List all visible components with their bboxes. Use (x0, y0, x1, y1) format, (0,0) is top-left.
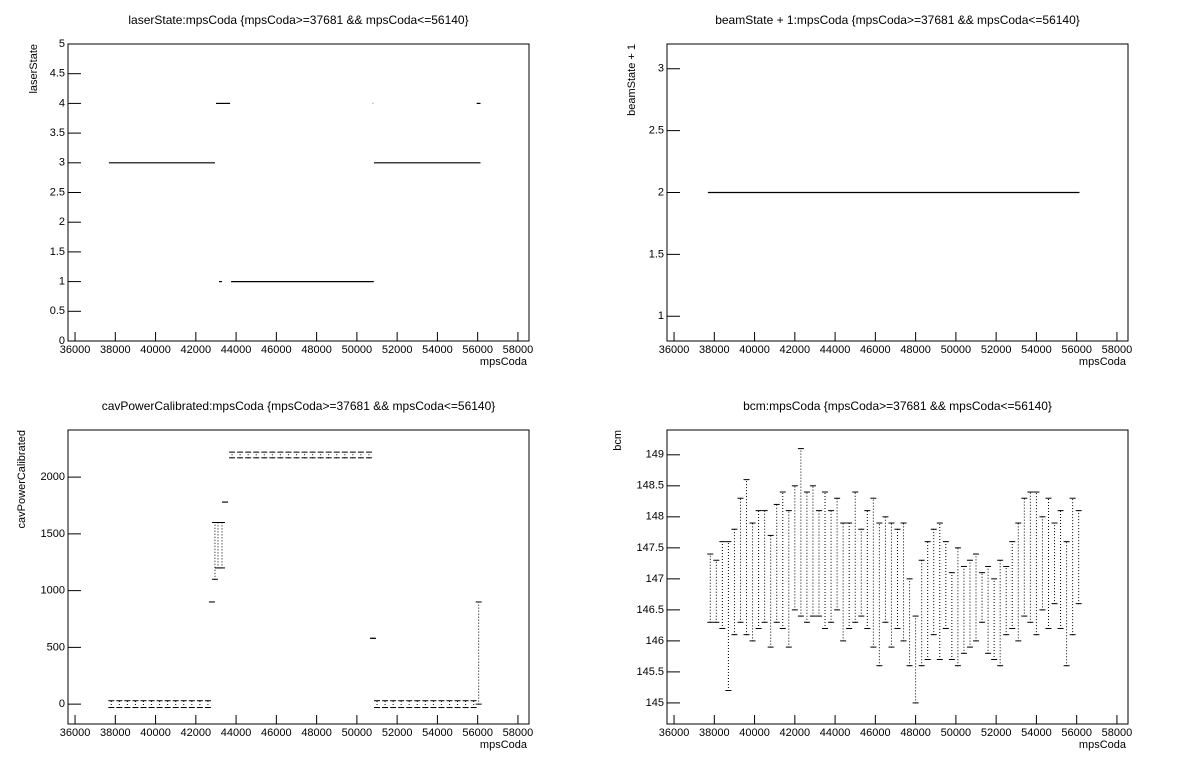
x-tick-label: 40000 (140, 344, 171, 356)
x-tick-label: 44000 (820, 727, 851, 739)
x-tick-label: 52000 (382, 344, 413, 356)
y-tick-label: 147 (646, 573, 664, 585)
y-tick-label: 148 (646, 511, 664, 523)
x-axis-label: mpsCoda (1079, 356, 1127, 368)
x-tick-label: 40000 (739, 727, 770, 739)
x-tick-label: 56000 (462, 344, 493, 356)
y-tick-label: 1.5 (649, 248, 664, 260)
x-tick-label: 48000 (301, 344, 332, 356)
y-axis-label: beamState + 1 (626, 44, 638, 116)
plot-frame (67, 429, 530, 725)
y-tick-label: 148.5 (636, 480, 664, 492)
chart-panel: bcm:mpsCoda {mpsCoda>=37681 && mpsCoda<=… (612, 399, 1132, 751)
x-tick-label: 48000 (900, 727, 931, 739)
y-tick-label: 1 (59, 276, 65, 288)
x-tick-label: 44000 (221, 727, 252, 739)
x-tick-label: 46000 (860, 344, 891, 356)
x-axis-label: mpsCoda (480, 356, 528, 368)
y-axis-label: bcm (612, 430, 624, 451)
chart-title: beamState + 1:mpsCoda {mpsCoda>=37681 &&… (715, 13, 1080, 27)
y-tick-label: 5 (59, 38, 65, 50)
x-tick-label: 52000 (382, 727, 413, 739)
chart-title: laserState:mpsCoda {mpsCoda>=37681 && mp… (128, 13, 468, 27)
y-tick-label: 3.5 (50, 127, 65, 139)
x-axis-label: mpsCoda (1079, 739, 1127, 751)
x-tick-label: 54000 (422, 727, 453, 739)
x-tick-label: 58000 (503, 727, 534, 739)
x-tick-label: 52000 (981, 344, 1012, 356)
x-tick-label: 40000 (739, 344, 770, 356)
x-tick-label: 38000 (100, 344, 131, 356)
chart-panel: cavPowerCalibrated:mpsCoda {mpsCoda>=376… (16, 399, 533, 751)
y-tick-label: 0.5 (50, 305, 65, 317)
x-tick-label: 50000 (342, 727, 373, 739)
x-tick-label: 44000 (221, 344, 252, 356)
x-tick-label: 56000 (1061, 727, 1092, 739)
x-tick-label: 36000 (60, 344, 91, 356)
chart-title: bcm:mpsCoda {mpsCoda>=37681 && mpsCoda<=… (743, 399, 1052, 413)
x-tick-label: 42000 (181, 344, 212, 356)
y-tick-label: 146.5 (636, 604, 664, 616)
x-tick-label: 48000 (900, 344, 931, 356)
y-tick-label: 145 (646, 697, 664, 709)
y-tick-label: 3 (658, 63, 664, 75)
x-tick-label: 46000 (261, 727, 292, 739)
x-tick-label: 40000 (140, 727, 171, 739)
y-tick-label: 2 (658, 186, 664, 198)
y-tick-label: 1500 (41, 528, 65, 540)
x-tick-label: 58000 (1102, 344, 1133, 356)
y-tick-label: 146 (646, 635, 664, 647)
y-tick-label: 1000 (41, 585, 65, 597)
x-tick-label: 50000 (342, 344, 373, 356)
x-tick-label: 54000 (1021, 727, 1052, 739)
x-tick-label: 52000 (981, 727, 1012, 739)
x-tick-label: 38000 (699, 727, 730, 739)
x-tick-label: 58000 (1102, 727, 1133, 739)
y-tick-label: 4 (59, 97, 65, 109)
y-tick-label: 2.5 (50, 186, 65, 198)
x-tick-label: 58000 (503, 344, 534, 356)
x-tick-label: 56000 (1061, 344, 1092, 356)
y-tick-label: 0 (59, 698, 65, 710)
chart-panel: laserState:mpsCoda {mpsCoda>=37681 && mp… (28, 13, 533, 368)
y-tick-label: 1 (658, 310, 664, 322)
x-tick-label: 54000 (422, 344, 453, 356)
x-tick-label: 50000 (941, 344, 972, 356)
y-tick-label: 145.5 (636, 666, 664, 678)
y-tick-label: 4.5 (50, 68, 65, 80)
x-tick-label: 36000 (659, 344, 690, 356)
y-tick-label: 2000 (41, 471, 65, 483)
x-tick-label: 54000 (1021, 344, 1052, 356)
plot-frame (67, 43, 530, 342)
x-tick-label: 36000 (60, 727, 91, 739)
x-tick-label: 46000 (261, 344, 292, 356)
plot-frame (666, 429, 1129, 725)
chart-panel: beamState + 1:mpsCoda {mpsCoda>=37681 &&… (626, 13, 1132, 368)
y-tick-label: 2 (59, 216, 65, 228)
x-tick-label: 42000 (181, 727, 212, 739)
chart-title: cavPowerCalibrated:mpsCoda {mpsCoda>=376… (102, 399, 496, 413)
x-tick-label: 36000 (659, 727, 690, 739)
x-tick-label: 42000 (780, 727, 811, 739)
x-tick-label: 48000 (301, 727, 332, 739)
y-tick-label: 500 (47, 641, 65, 653)
x-tick-label: 56000 (462, 727, 493, 739)
y-tick-label: 149 (646, 449, 664, 461)
y-tick-label: 147.5 (636, 542, 664, 554)
x-tick-label: 38000 (699, 344, 730, 356)
x-axis-label: mpsCoda (480, 739, 528, 751)
y-axis-label: laserState (28, 44, 40, 94)
y-axis-label: cavPowerCalibrated (16, 430, 28, 528)
x-tick-label: 46000 (860, 727, 891, 739)
y-tick-label: 3 (59, 157, 65, 169)
x-tick-label: 38000 (100, 727, 131, 739)
y-tick-label: 0 (59, 335, 65, 347)
y-tick-label: 1.5 (50, 246, 65, 258)
x-tick-label: 42000 (780, 344, 811, 356)
x-tick-label: 44000 (820, 344, 851, 356)
y-tick-label: 2.5 (649, 125, 664, 137)
x-tick-label: 50000 (941, 727, 972, 739)
